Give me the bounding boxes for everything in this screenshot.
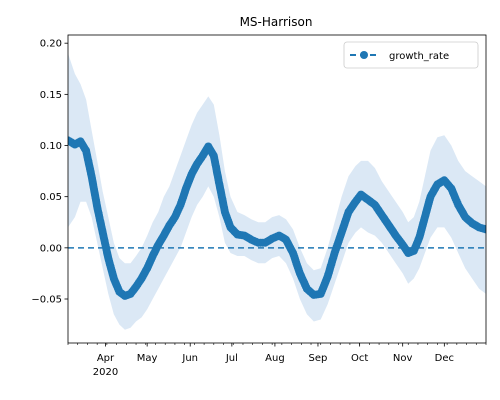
series-layer [68, 136, 486, 300]
legend: growth_rate [343, 41, 479, 69]
x-tick-label: Oct [351, 353, 368, 364]
x-tick-label: Aug [265, 353, 285, 364]
x-tick-label: Jun [181, 353, 198, 364]
series-markers-growth-rate [68, 136, 486, 300]
axes: −0.05 0.00 0.05 0.10 0.15 0.20 Apr 2020 May Jun Ju… [31, 34, 487, 378]
x-tick-label: Dec [435, 353, 454, 364]
y-tick-label: 0.10 [40, 141, 62, 152]
y-tick-label: 0.20 [40, 39, 62, 50]
x-tick-label: Apr [97, 353, 115, 364]
y-tick-label: −0.05 [31, 295, 62, 306]
legend-marker [360, 51, 368, 59]
x-tick-label: Jul [225, 353, 238, 364]
legend-label: growth_rate [389, 51, 449, 62]
confidence-band [68, 53, 486, 330]
chart-title: MS-Harrison [240, 15, 313, 29]
data-point [482, 225, 486, 234]
x-tick-label: Sep [309, 353, 328, 364]
y-tick-label: 0.05 [40, 192, 62, 203]
plot-frame [67, 34, 487, 344]
x-tick-label: Nov [393, 353, 413, 364]
y-tick-label: 0.15 [40, 90, 62, 101]
y-tick-label: 0.00 [40, 243, 62, 254]
confidence-band-layer [68, 53, 486, 330]
x-tick-sublabel: 2020 [93, 367, 118, 378]
legend-box [343, 41, 479, 69]
x-tick-label: May [137, 353, 158, 364]
